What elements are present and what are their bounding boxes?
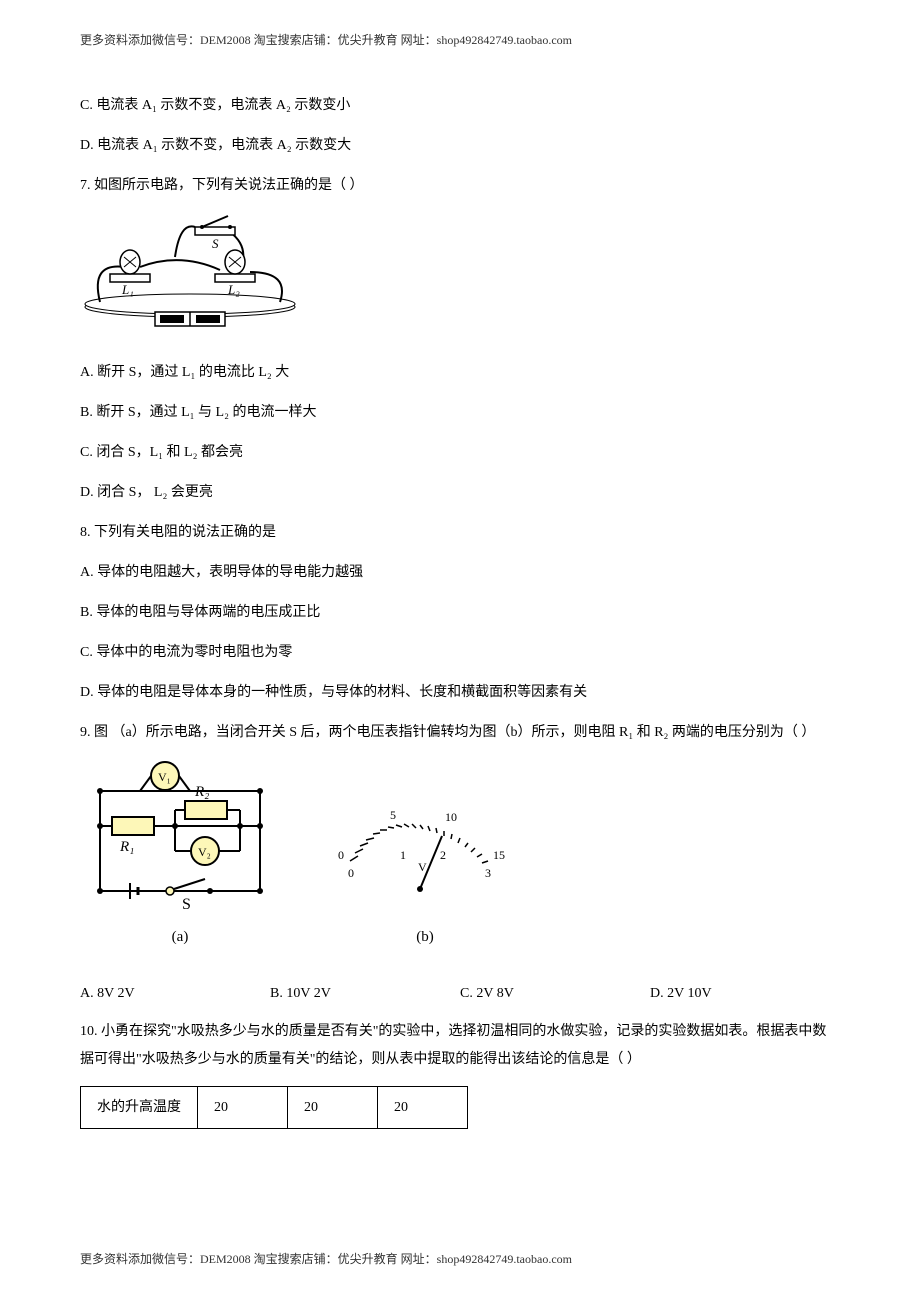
q8-opt-a: A. 导体的电阻越大，表明导体的导电能力越强 <box>80 559 840 587</box>
q9-stem: 9. 图 （a）所示电路，当闭合开关 S 后，两个电压表指针偏转均为图（b）所示… <box>80 719 840 747</box>
fig-b-label: (b) <box>330 924 520 951</box>
q8-opt-c: C. 导体中的电流为零时电阻也为零 <box>80 639 840 667</box>
table-cell: 20 <box>288 1087 378 1129</box>
table-row-label: 水的升高温度 <box>81 1087 198 1129</box>
page-footer: 更多资料添加微信号：DEM2008 淘宝搜索店铺：优尖升教育 网址：shop49… <box>80 1249 840 1271</box>
q7-opt-a: A. 断开 S，通过 L₁ 的电流比 L₂ 大 <box>80 359 840 387</box>
svg-text:15: 15 <box>493 848 505 862</box>
q9-opt-a: A. 8V 2V <box>80 981 270 1006</box>
q10-table: 水的升高温度 20 20 20 <box>80 1086 468 1129</box>
v1-label: V₁ <box>158 770 171 784</box>
label-l2: L₂ <box>227 282 240 297</box>
svg-text:0: 0 <box>338 848 344 862</box>
label-l1: L₁ <box>121 282 134 297</box>
svg-text:2: 2 <box>440 848 446 862</box>
q7-stem: 7. 如图所示电路，下列有关说法正确的是（ ） <box>80 172 840 200</box>
q9-opt-b: B. 10V 2V <box>270 981 460 1006</box>
q8-stem: 8. 下列有关电阻的说法正确的是 <box>80 519 840 547</box>
q7-opt-c: C. 闭合 S，L₁ 和 L₂ 都会亮 <box>80 439 840 467</box>
table-row: 水的升高温度 20 20 20 <box>81 1087 468 1129</box>
svg-text:V: V <box>418 860 427 874</box>
q8-opt-b: B. 导体的电阻与导体两端的电压成正比 <box>80 599 840 627</box>
s-label: S <box>182 896 191 911</box>
label-s: S <box>212 236 219 251</box>
q10-stem: 10. 小勇在探究"水吸热多少与水的质量是否有关"的实验中，选择初温相同的水做实… <box>80 1018 840 1074</box>
v2-label: V₂ <box>198 845 211 859</box>
svg-text:3: 3 <box>485 866 491 880</box>
table-cell: 20 <box>198 1087 288 1129</box>
svg-text:10: 10 <box>445 810 457 824</box>
fig-a-label: (a) <box>90 924 270 951</box>
r1-label: R₁ <box>119 839 134 855</box>
document-body: C. 电流表 A₁ 示数不变，电流表 A₂ 示数变小 D. 电流表 A₁ 示数不… <box>80 92 840 1130</box>
q7-opt-d: D. 闭合 S， L₂ 会更亮 <box>80 479 840 507</box>
svg-text:5: 5 <box>390 808 396 822</box>
q9-figure: V₁ R₁ R₂ V₂ <box>90 761 840 951</box>
q9-opt-c: C. 2V 8V <box>460 981 650 1006</box>
opt-c-prev: C. 电流表 A₁ 示数不变，电流表 A₂ 示数变小 <box>80 92 840 120</box>
q7-figure: L₁ L₂ S <box>80 212 840 341</box>
q7-opt-b: B. 断开 S，通过 L₁ 与 L₂ 的电流一样大 <box>80 399 840 427</box>
r2-label: R₂ <box>194 784 209 800</box>
table-cell: 20 <box>378 1087 468 1129</box>
svg-text:1: 1 <box>400 848 406 862</box>
q8-opt-d: D. 导体的电阻是导体本身的一种性质，与导体的材料、长度和横截面积等因素有关 <box>80 679 840 707</box>
page-header: 更多资料添加微信号：DEM2008 淘宝搜索店铺：优尖升教育 网址：shop49… <box>80 30 840 52</box>
opt-d-prev: D. 电流表 A₁ 示数不变，电流表 A₂ 示数变大 <box>80 132 840 160</box>
q9-opt-d: D. 2V 10V <box>650 981 840 1006</box>
q9-options: A. 8V 2V B. 10V 2V C. 2V 8V D. 2V 10V <box>80 981 840 1006</box>
svg-text:0: 0 <box>348 866 354 880</box>
